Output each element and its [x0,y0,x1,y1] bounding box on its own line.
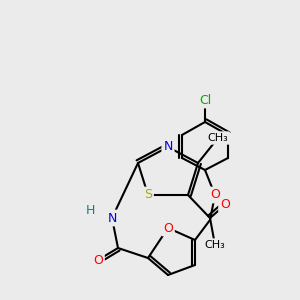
Text: Cl: Cl [199,94,211,106]
Text: O: O [163,221,173,235]
Text: CH₃: CH₃ [205,240,225,250]
Text: O: O [93,254,103,266]
Text: CH₃: CH₃ [208,133,228,143]
Text: N: N [107,212,117,224]
Text: O: O [220,199,230,212]
Text: S: S [144,188,152,202]
Text: N: N [163,140,173,154]
Text: O: O [210,188,220,202]
Text: H: H [85,203,95,217]
